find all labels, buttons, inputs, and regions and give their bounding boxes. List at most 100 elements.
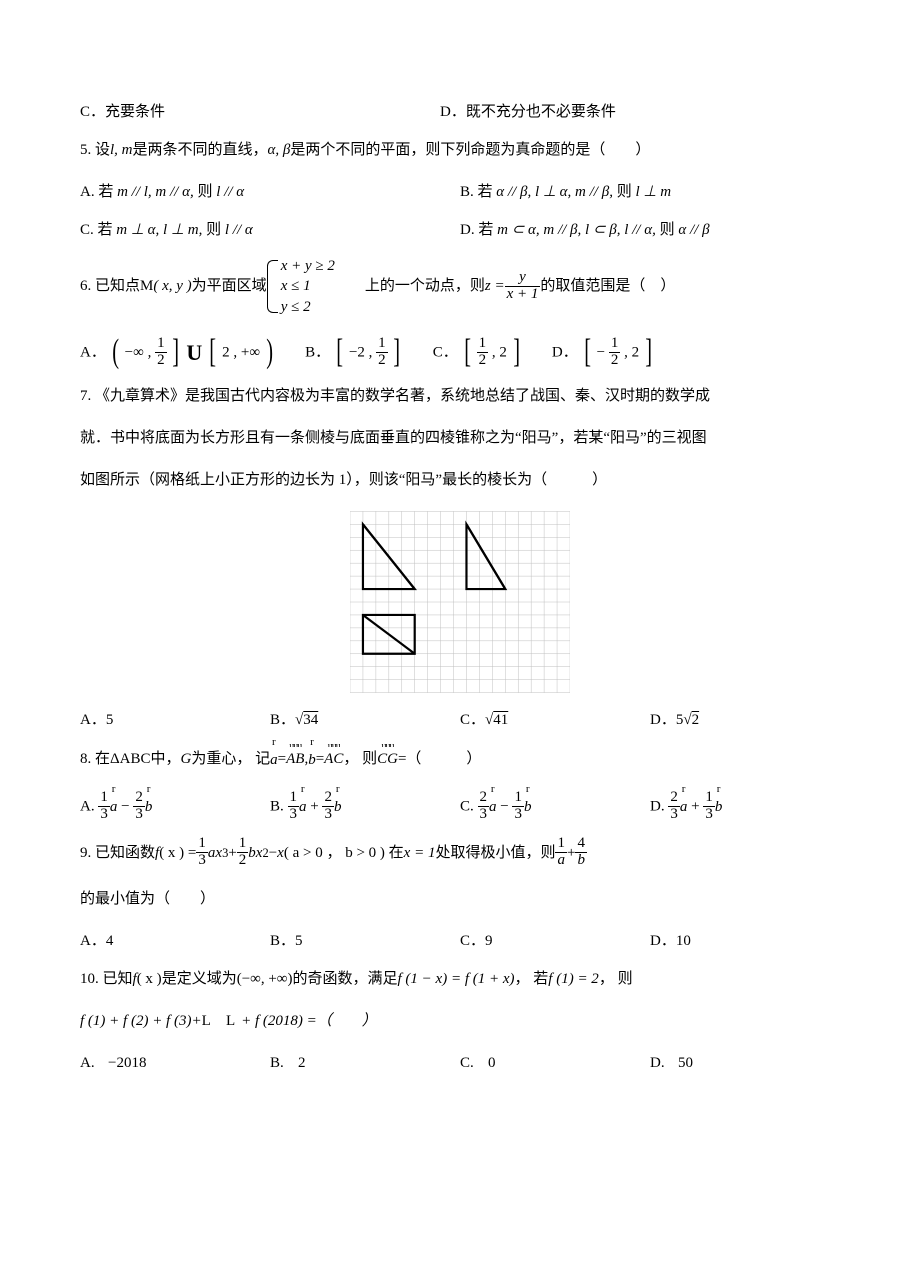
q9-opt-a: A．4 [80, 929, 270, 953]
q6-paren: ( x, y ) [153, 274, 191, 298]
vec: a [110, 793, 118, 819]
q5-row-cd: C. 若 m ⊥ α, l ⊥ m, 则 l // α D. 若 m ⊂ α, … [80, 218, 840, 242]
eq: = [316, 747, 324, 771]
tail: α // β [678, 222, 709, 238]
label: A． [80, 344, 106, 360]
eq: f (1 − x) = f (1 + x) [398, 967, 515, 991]
n: 1 [98, 790, 110, 806]
label: C. [460, 798, 478, 814]
vec-CG: uuuCG [377, 747, 398, 771]
q7-line2: 就．书中将底面为长方形且有一条侧棱与底面垂直的四棱锥称之为“阳马”，若某“阳马”… [80, 426, 840, 450]
d: 3 [196, 852, 208, 869]
tail: l ⊥ m [635, 184, 671, 200]
label: D． [552, 344, 578, 360]
val: √34 [295, 712, 318, 728]
q4-opt-c: C．充要条件 [80, 100, 440, 124]
arrow-glyph: uuu [376, 739, 399, 747]
rad: 2 [692, 712, 700, 728]
q9-opt-c: C．9 [460, 929, 650, 953]
q5-row-ab: A. 若 m // l, m // α, 则 l // α B. 若 α // … [80, 180, 840, 204]
tail: =（ ） [398, 747, 481, 771]
label: B． [270, 933, 295, 949]
q7-opt-b: B．√34 [270, 708, 460, 732]
frac: 13 [98, 790, 110, 823]
label: A． [80, 712, 106, 728]
label: B. 若 [460, 184, 493, 200]
x: x [277, 841, 284, 865]
q6-opt-d: D． [ − 12 , 2 ] [552, 336, 654, 369]
val: 10 [676, 933, 691, 949]
n: 1 [376, 336, 388, 352]
text: −2 , [349, 344, 376, 360]
n: 4 [575, 836, 587, 852]
vec-a: a [270, 746, 278, 772]
eq: = [278, 747, 286, 771]
text: 上的一个动点，则 [335, 274, 485, 298]
q5-stem: 5. 设 l, m 是两条不同的直线， α, β 是两个不同的平面，则下列命题为… [80, 138, 840, 162]
label: A. 若 [80, 184, 113, 200]
d: 2 [155, 352, 167, 369]
body: m // l, m // α, [117, 184, 194, 200]
n: 2 [133, 790, 145, 806]
q7-opt-c: C．√41 [460, 708, 650, 732]
n: 1 [555, 836, 567, 852]
d: 3 [703, 806, 715, 823]
arrow-glyph: uuu [323, 739, 344, 747]
tail: l // α [225, 222, 253, 238]
vec-AC: uuuAC [324, 747, 343, 771]
val: √41 [485, 712, 508, 728]
val: √2 [683, 712, 699, 728]
f1: f (1) = 2 [548, 967, 599, 991]
q9-opt-d: D．10 [650, 929, 840, 953]
text: −∞ , [125, 344, 155, 360]
text: 10. 已知 [80, 967, 133, 991]
d: 2 [609, 352, 621, 369]
arrow-glyph: uuu [285, 739, 305, 747]
frac: 12 [237, 836, 249, 869]
line: x + y ≥ 2 [281, 256, 335, 276]
dom: (−∞, +∞) [237, 967, 293, 991]
line: x ≤ 1 [281, 276, 335, 296]
text: 处取得极小值，则 [435, 841, 555, 865]
label: C． [433, 344, 458, 360]
q6-frac: y x + 1 [505, 270, 541, 303]
label: AC [324, 751, 343, 767]
minus: − [269, 841, 277, 865]
label: C. [460, 1051, 488, 1075]
bx: bx [248, 841, 262, 865]
label: B． [270, 712, 295, 728]
vec: b [145, 793, 153, 819]
then: 则 [206, 222, 221, 238]
label: A． [80, 933, 106, 949]
body: α // β, l ⊥ α, m // β, [496, 184, 613, 200]
then: 则 [617, 184, 632, 200]
label: CG [377, 751, 398, 767]
n: 1 [477, 336, 489, 352]
d: 3 [322, 806, 334, 823]
q9-opt-b: B．5 [270, 929, 460, 953]
q4-opt-d: D．既不充分也不必要条件 [440, 100, 616, 124]
text: 2 , +∞ [222, 344, 260, 360]
op: − [500, 798, 512, 814]
tri: ΔABC [110, 747, 151, 771]
label: C. 若 [80, 222, 113, 238]
n: 1 [512, 790, 524, 806]
frac: 12 [477, 336, 489, 369]
paren: ( x ) = [159, 841, 196, 865]
text: 是两个不同的平面，则下列命题为真命题的是（ ） [290, 138, 650, 162]
d: a [555, 852, 567, 869]
d: 3 [98, 806, 110, 823]
num: y [505, 270, 541, 286]
text: − [597, 344, 609, 360]
q6-M: M [140, 274, 153, 298]
text: ， 则 [343, 747, 377, 771]
dots: L L [202, 1009, 242, 1033]
q9-stem: 9. 已知函数 f ( x ) = 13 ax3 + 12 bx2 − x ( … [80, 836, 840, 869]
frac: 12 [155, 336, 167, 369]
q7-svg [350, 510, 570, 694]
val: 9 [485, 933, 493, 949]
text: 为重心， 记 [191, 747, 270, 771]
ax: ax [208, 841, 222, 865]
text: D．既不充分也不必要条件 [440, 104, 616, 120]
n: 1 [703, 790, 715, 806]
